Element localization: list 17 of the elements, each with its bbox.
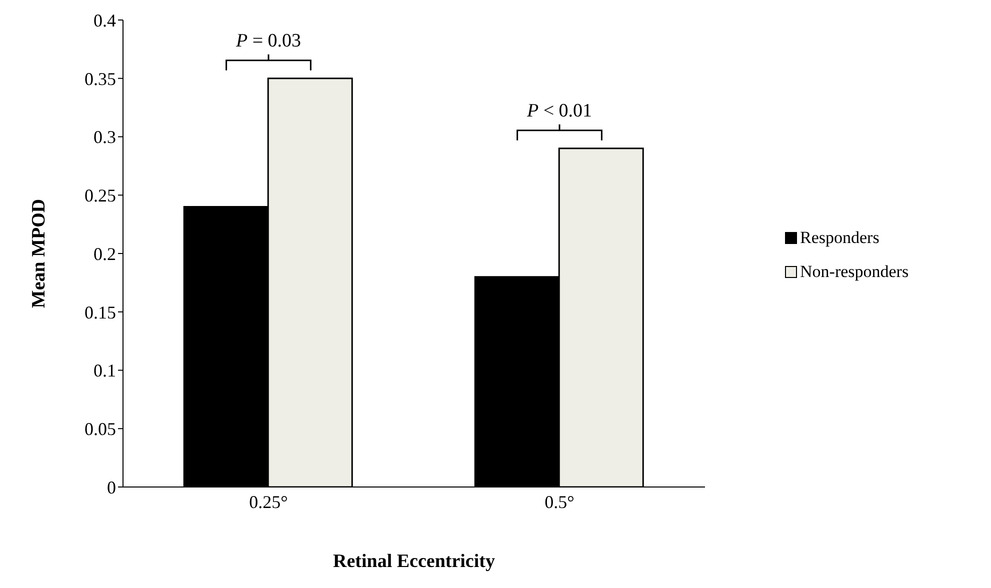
x-tick-label: 0.25° xyxy=(249,492,288,512)
y-tick-label: 0.05 xyxy=(84,419,116,440)
y-tick-label: 0.2 xyxy=(94,244,116,264)
x-axis-title: Retinal Eccentricity xyxy=(333,551,496,572)
y-tick-label: 0.4 xyxy=(94,10,116,30)
y-tick-label: 0.1 xyxy=(94,360,116,381)
y-axis-title: Mean MPOD xyxy=(28,198,50,308)
y-tick-label: 0.3 xyxy=(94,127,116,148)
annotation: P = 0.03 xyxy=(234,30,302,52)
y-tick-label: 0.25 xyxy=(84,186,116,206)
y-tick-label: 0.35 xyxy=(84,68,116,89)
legend-label: Responders xyxy=(800,228,880,248)
y-tick-label: 0 xyxy=(107,477,116,498)
y-tick-label: 0.15 xyxy=(84,302,116,322)
legend-label: Non-responders xyxy=(800,262,909,282)
x-tick-label: 0.5° xyxy=(544,492,574,512)
annotation: P < 0.01 xyxy=(526,100,592,122)
